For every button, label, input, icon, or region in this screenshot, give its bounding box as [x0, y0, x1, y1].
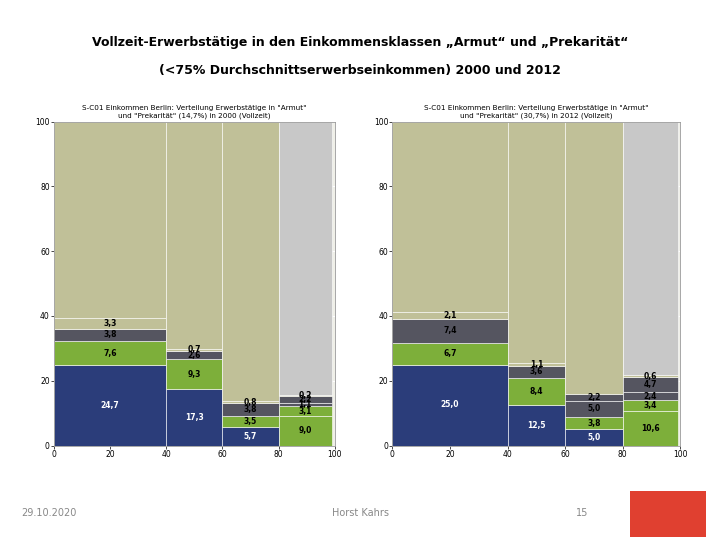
Bar [222, 427, 279, 446]
Bar [279, 403, 332, 406]
Text: 3,5: 3,5 [244, 417, 257, 426]
Bar [166, 359, 222, 389]
Bar [392, 319, 508, 343]
Text: 9,3: 9,3 [188, 370, 201, 379]
Text: 15: 15 [576, 508, 588, 518]
Text: 8,4: 8,4 [530, 387, 543, 396]
Text: 10,6: 10,6 [641, 424, 660, 433]
Bar [392, 312, 508, 319]
Text: 3,4: 3,4 [644, 401, 657, 410]
Bar [623, 375, 678, 377]
Text: 0,8: 0,8 [244, 397, 257, 407]
Bar [565, 417, 623, 429]
Text: 2,1: 2,1 [444, 311, 456, 320]
Bar [508, 362, 565, 366]
Text: 4,7: 4,7 [644, 380, 657, 389]
Text: 5,0: 5,0 [588, 404, 600, 414]
Text: 17,3: 17,3 [185, 413, 204, 422]
Text: Horst Kahrs: Horst Kahrs [331, 508, 389, 518]
Title: S-C01 Einkommen Berlin: Verteilung Erwerbstätige in "Armut"
und "Prekarität" (14: S-C01 Einkommen Berlin: Verteilung Erwer… [82, 105, 307, 119]
Bar [166, 122, 222, 349]
Text: 9,0: 9,0 [299, 427, 312, 435]
Text: 2,2: 2,2 [588, 393, 600, 402]
Bar [508, 366, 565, 378]
Text: 6,7: 6,7 [444, 349, 456, 358]
Bar [54, 366, 166, 446]
Text: 5,0: 5,0 [588, 433, 600, 442]
Bar [279, 395, 332, 396]
Text: Vollzeit-Erwerbstätige in den Einkommensklassen „Armut“ und „Prekarität“: Vollzeit-Erwerbstätige in den Einkommens… [92, 36, 628, 49]
Bar [565, 429, 623, 445]
Bar [222, 122, 279, 401]
Bar [508, 405, 565, 446]
Text: 3,8: 3,8 [244, 405, 257, 414]
Bar [508, 122, 565, 362]
Title: S-C01 Einkommen Berlin: Verteilung Erwerbstätige in "Armut"
und "Prekarität" (30: S-C01 Einkommen Berlin: Verteilung Erwer… [424, 105, 649, 119]
Bar [222, 403, 279, 416]
Bar [565, 122, 623, 394]
Bar [279, 122, 332, 395]
Bar [623, 377, 678, 393]
Text: 2,6: 2,6 [188, 350, 201, 360]
Text: 7,6: 7,6 [104, 349, 117, 357]
Text: 7,4: 7,4 [444, 326, 456, 335]
Text: 0,6: 0,6 [644, 372, 657, 381]
Text: 3,6: 3,6 [530, 367, 543, 376]
Text: 2,4: 2,4 [644, 392, 657, 401]
Bar [54, 328, 166, 341]
Bar [279, 396, 332, 403]
Text: 24,7: 24,7 [101, 401, 120, 410]
Text: 3,3: 3,3 [104, 319, 117, 328]
Bar [623, 393, 678, 400]
Bar [54, 341, 166, 366]
Bar [623, 400, 678, 411]
Text: 3,8: 3,8 [104, 330, 117, 339]
Bar [392, 122, 508, 312]
Bar [630, 491, 706, 537]
Bar [392, 343, 508, 364]
Bar [565, 401, 623, 417]
Bar [623, 122, 678, 375]
Text: 0,2: 0,2 [299, 391, 312, 400]
Bar [623, 411, 678, 446]
Text: 3,8: 3,8 [588, 418, 600, 428]
Text: 1,1: 1,1 [299, 400, 312, 409]
Text: 12,5: 12,5 [527, 421, 546, 430]
Bar [54, 122, 166, 318]
Text: 2,2: 2,2 [299, 395, 312, 404]
Bar [166, 389, 222, 445]
Bar [565, 394, 623, 401]
Text: (<75% Durchschnittserwerbseinkommen) 2000 und 2012: (<75% Durchschnittserwerbseinkommen) 200… [159, 64, 561, 77]
Bar [54, 318, 166, 328]
Text: 0,7: 0,7 [188, 345, 201, 354]
Bar [508, 378, 565, 405]
Bar [166, 351, 222, 359]
Text: 29.10.2020: 29.10.2020 [22, 508, 77, 518]
Bar [279, 416, 332, 446]
Text: 1,1: 1,1 [530, 360, 543, 369]
Bar [222, 401, 279, 403]
Text: 5,7: 5,7 [244, 432, 257, 441]
Text: 25,0: 25,0 [441, 401, 459, 409]
Bar [166, 349, 222, 351]
Text: 3,1: 3,1 [299, 407, 312, 416]
Bar [222, 416, 279, 427]
Bar [392, 364, 508, 445]
Bar [279, 406, 332, 416]
